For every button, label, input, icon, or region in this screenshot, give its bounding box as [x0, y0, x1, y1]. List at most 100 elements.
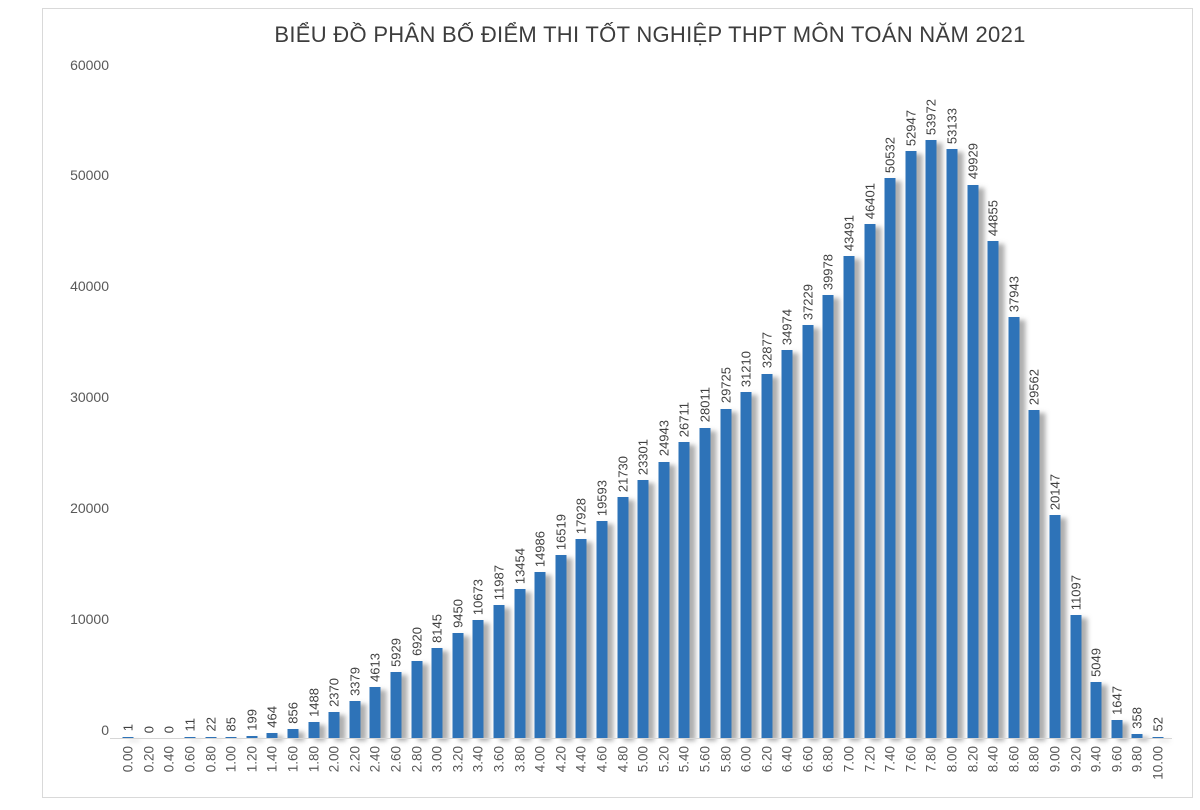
- y-tick-label: 0: [101, 721, 109, 738]
- x-tick-label: 5.60: [697, 746, 713, 773]
- bar: [514, 588, 526, 738]
- bar: [822, 294, 834, 738]
- x-tick-label: 4.00: [532, 746, 548, 773]
- bar-value-label: 5929: [388, 638, 404, 668]
- bar: [781, 350, 793, 738]
- bar: [596, 520, 608, 738]
- bar-value-label: 53972: [923, 98, 939, 135]
- x-tick-label: 1.20: [244, 746, 260, 773]
- x-tick-label: 9.40: [1088, 746, 1104, 773]
- x-tick-label: 0.20: [141, 746, 157, 773]
- bar-slot: 29562 8.80: [1024, 73, 1045, 772]
- x-tick-label: 8.80: [1026, 746, 1042, 773]
- bar-value-label: 24943: [656, 420, 672, 457]
- x-tick-label: 5.20: [655, 746, 671, 773]
- bar-value-label: 49929: [965, 143, 981, 180]
- bar-value-label: 29725: [718, 367, 734, 404]
- bar: [843, 255, 855, 738]
- bar: [1008, 317, 1020, 738]
- bar-value-label: 1647: [1109, 685, 1125, 715]
- x-tick-label: 1.80: [305, 746, 321, 773]
- bar-value-label: 31210: [738, 350, 754, 388]
- x-tick-label: 6.20: [758, 746, 774, 773]
- y-tick-label: 30000: [70, 389, 109, 405]
- bar-value-label: 199: [244, 709, 260, 731]
- bar-value-label: 5049: [1088, 648, 1104, 678]
- x-tick-label: 9.20: [1067, 746, 1083, 773]
- bar-slot: 28011 5.60: [695, 73, 716, 772]
- bar-value-label: 22: [203, 717, 219, 732]
- bar: [678, 441, 690, 738]
- bar-slot: 37229 6.60: [798, 73, 819, 772]
- x-tick-label: 3.20: [450, 746, 466, 773]
- bar-value-label: 11097: [1068, 574, 1084, 611]
- bar-slot: 856 1.60: [283, 73, 304, 772]
- bar-value-label: 50532: [882, 136, 898, 173]
- bar-slot: 21730 4.80: [612, 73, 633, 772]
- bar-slot: 53972 7.80: [921, 73, 942, 773]
- bar-slot: 37943 8.60: [1004, 73, 1025, 772]
- x-tick-label: 6.00: [738, 746, 754, 773]
- y-tick-label: 20000: [70, 499, 109, 516]
- bar-slot: 53133 8.00: [942, 73, 963, 772]
- bar-slot: 50532 7.40: [880, 73, 901, 773]
- bar-slot: 1 0.00: [118, 73, 139, 772]
- bar: [493, 605, 505, 738]
- bar-value-label: 10673: [470, 578, 486, 615]
- x-tick-label: 9.80: [1129, 746, 1145, 773]
- bar: [328, 711, 340, 738]
- x-tick-label: 4.20: [553, 746, 569, 773]
- bar: [390, 672, 402, 738]
- bar-value-label: 17928: [573, 498, 589, 535]
- bar: [555, 554, 567, 738]
- bar-slot: 4613 2.40: [365, 73, 386, 772]
- x-tick-label: 2.40: [367, 746, 383, 773]
- x-tick-label: 7.20: [861, 746, 877, 773]
- x-tick-label: 0.60: [182, 746, 198, 773]
- bar-slot: 5049 9.40: [1086, 73, 1107, 772]
- bar: [864, 223, 876, 738]
- x-tick-label: 3.80: [511, 746, 527, 773]
- bar-value-label: 39978: [820, 253, 836, 290]
- bar-value-label: 26711: [676, 401, 692, 437]
- bar-slot: 13454 3.80: [509, 73, 530, 773]
- chart-frame: BIỂU ĐỒ PHÂN BỐ ĐIỂM THI TỐT NGHIỆP THPT…: [42, 8, 1193, 798]
- bar-value-label: 52947: [903, 110, 919, 147]
- x-tick-label: 5.40: [676, 746, 692, 773]
- bar-value-label: 3379: [347, 666, 363, 696]
- x-tick-label: 2.00: [326, 746, 342, 773]
- x-tick-label: 1.00: [223, 746, 239, 773]
- bar-value-label: 28011: [697, 387, 713, 423]
- bars-container: 1 0.00 0 0.20 0 0.40 11 0.60 22 0.80 85 1.00 199 1.20…: [118, 73, 1168, 780]
- bar-slot: 9450 3.20: [448, 73, 469, 772]
- x-tick-label: 0.40: [161, 746, 177, 773]
- x-tick-label: 3.40: [470, 746, 486, 773]
- bar-slot: 0 0.40: [159, 73, 180, 773]
- bar-slot: 2370 2.00: [324, 73, 345, 772]
- x-tick-label: 1.40: [264, 746, 280, 773]
- bar-slot: 3379 2.20: [345, 73, 366, 773]
- x-tick-label: 8.60: [1006, 746, 1022, 773]
- bar-value-label: 0: [161, 725, 177, 733]
- y-tick-label: 10000: [70, 610, 109, 627]
- x-tick-label: 4.80: [614, 746, 630, 773]
- bar-value-label: 13454: [512, 547, 528, 584]
- bar: [431, 647, 443, 738]
- bar: [287, 728, 299, 738]
- bar-value-label: 1488: [306, 687, 322, 717]
- bar-value-label: 23301: [635, 438, 651, 475]
- bar-value-label: 464: [264, 706, 280, 728]
- x-tick-label: 9.60: [1109, 746, 1125, 773]
- bar: [987, 240, 999, 738]
- bar: [411, 661, 423, 738]
- x-tick-label: 10.00: [1150, 746, 1166, 780]
- y-tick-label: 60000: [70, 56, 109, 73]
- x-tick-label: 5.00: [635, 746, 651, 773]
- bar-value-label: 53133: [944, 107, 960, 145]
- x-tick-label: 1.60: [285, 746, 301, 773]
- bar-value-label: 34974: [779, 309, 795, 346]
- bar-value-label: 37943: [1006, 276, 1022, 313]
- y-tick-label: 40000: [70, 278, 109, 295]
- x-tick-label: 4.40: [573, 746, 589, 773]
- x-tick-label: 7.80: [923, 746, 939, 773]
